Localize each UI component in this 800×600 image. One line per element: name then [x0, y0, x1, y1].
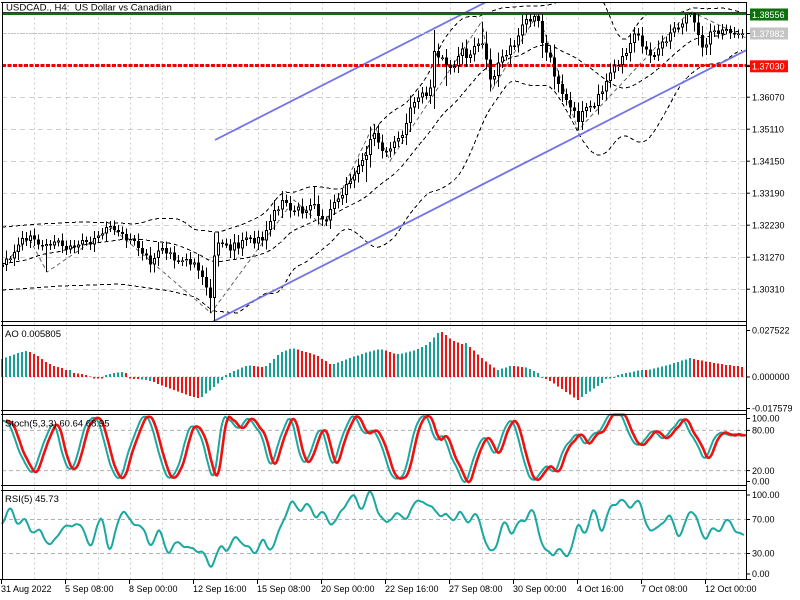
svg-text:80.00: 80.00 [752, 426, 775, 436]
svg-text:22 Sep 16:00: 22 Sep 16:00 [385, 584, 439, 594]
svg-text:USDCAD., H4: US Dollar vs Can: USDCAD., H4: US Dollar vs Canadian [6, 3, 172, 14]
svg-text:1.32230: 1.32230 [752, 220, 785, 230]
svg-text:0.027522: 0.027522 [752, 326, 790, 336]
svg-text:31 Aug 2022: 31 Aug 2022 [1, 584, 52, 594]
svg-text:12 Oct 00:00: 12 Oct 00:00 [705, 584, 757, 594]
svg-text:1.33190: 1.33190 [752, 188, 785, 198]
svg-text:7 Oct 08:00: 7 Oct 08:00 [641, 584, 688, 594]
svg-text:20 Sep 00:00: 20 Sep 00:00 [321, 584, 375, 594]
svg-text:100.00: 100.00 [752, 490, 780, 500]
svg-text:15 Sep 08:00: 15 Sep 08:00 [257, 584, 311, 594]
svg-text:27 Sep 08:00: 27 Sep 08:00 [449, 584, 503, 594]
svg-text:70.00: 70.00 [752, 515, 775, 525]
svg-text:Stoch(5,3,3) 60.64 68.95: Stoch(5,3,3) 60.64 68.95 [5, 419, 110, 430]
svg-text:AO 0.005805: AO 0.005805 [5, 329, 61, 340]
svg-text:20.00: 20.00 [752, 466, 775, 476]
svg-text:1.34150: 1.34150 [752, 156, 785, 166]
svg-text:30.00: 30.00 [752, 549, 775, 559]
svg-text:8 Sep 00:00: 8 Sep 00:00 [129, 584, 178, 594]
svg-text:RSI(5) 45.73: RSI(5) 45.73 [5, 494, 59, 505]
svg-text:1.30310: 1.30310 [752, 284, 785, 294]
svg-text:1.37982: 1.37982 [752, 29, 785, 39]
svg-text:-0.017579: -0.017579 [752, 404, 793, 414]
svg-text:1.38556: 1.38556 [752, 10, 785, 20]
svg-text:4 Oct 16:00: 4 Oct 16:00 [577, 584, 624, 594]
svg-text:12 Sep 16:00: 12 Sep 16:00 [193, 584, 247, 594]
svg-text:1.35110: 1.35110 [752, 124, 784, 134]
svg-text:1.31270: 1.31270 [752, 252, 785, 262]
svg-text:0.00: 0.00 [752, 569, 770, 579]
svg-text:30 Sep 00:00: 30 Sep 00:00 [513, 584, 567, 594]
svg-text:100.00: 100.00 [752, 414, 780, 424]
svg-text:0.000000: 0.000000 [752, 372, 790, 382]
svg-text:0.00: 0.00 [752, 477, 770, 487]
svg-text:1.37030: 1.37030 [752, 62, 785, 72]
svg-text:1.36070: 1.36070 [752, 92, 785, 102]
svg-text:5 Sep 08:00: 5 Sep 08:00 [65, 584, 114, 594]
